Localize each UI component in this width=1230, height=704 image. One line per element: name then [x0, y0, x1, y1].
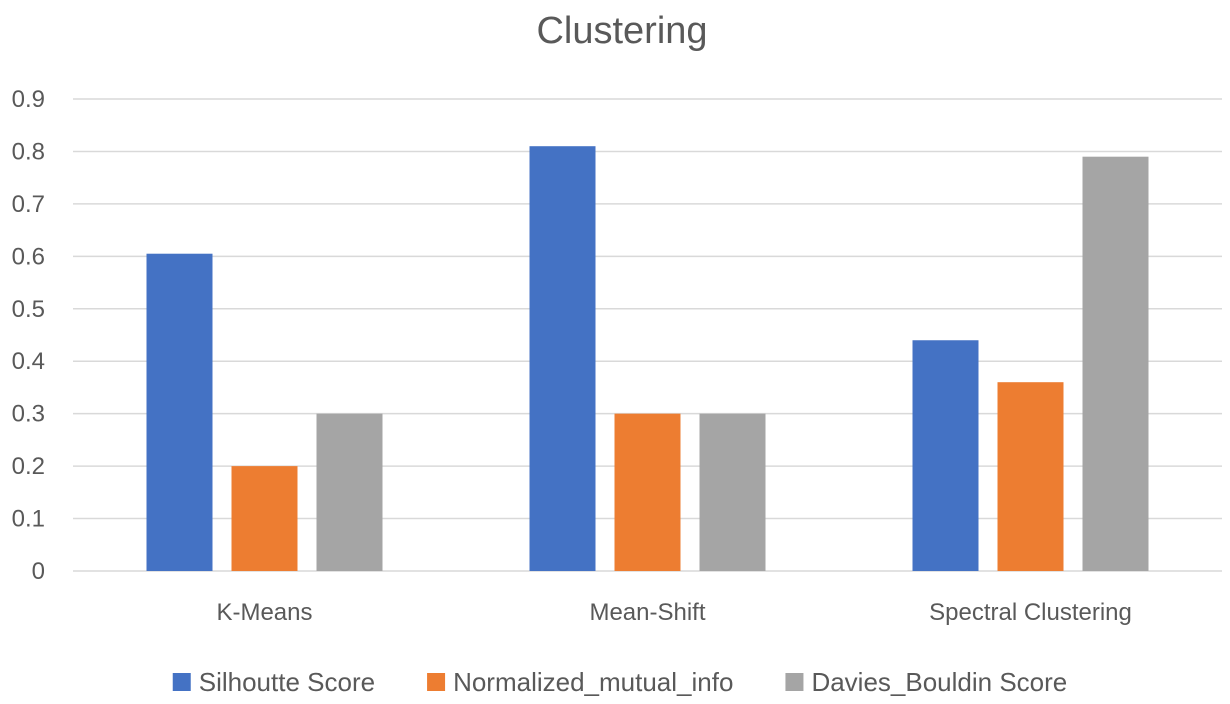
- bar-mean-shift-series-3: [699, 413, 766, 571]
- chart-title: Clustering: [536, 10, 707, 52]
- y-axis-tick-labels: 0 0.1 0.2 0.3 0.4 0.5 0.6 0.7 0.8 0.9: [12, 86, 45, 585]
- x-category-label: Mean-Shift: [589, 599, 705, 626]
- y-tick-label: 0.7: [12, 191, 45, 218]
- y-tick-label: 0.5: [12, 296, 45, 323]
- legend-swatch: [172, 673, 191, 691]
- legend-swatch: [785, 673, 804, 691]
- y-tick-label: 0: [32, 558, 45, 585]
- y-tick-label: 0.6: [12, 243, 45, 270]
- bars: [146, 146, 1149, 571]
- bar-mean-shift-series-1: [529, 146, 596, 571]
- bar-spectral-clustering-series-1: [912, 340, 979, 571]
- bar-k-means-series-2: [231, 466, 298, 571]
- bar-mean-shift-series-2: [614, 413, 681, 571]
- bar-k-means-series-1: [146, 253, 213, 571]
- y-tick-label: 0.1: [12, 506, 45, 533]
- y-tick-label: 0.3: [12, 401, 45, 428]
- legend-label: Davies_Bouldin Score: [811, 667, 1067, 697]
- bar-k-means-series-3: [316, 413, 383, 571]
- legend-label: Normalized_mutual_info: [453, 667, 733, 697]
- x-axis-category-labels: K-Means Mean-Shift Spectral Clustering: [216, 599, 1131, 626]
- legend: Silhoutte Score Normalized_mutual_info Dav…: [172, 667, 1067, 697]
- legend-item: Silhoutte Score: [172, 667, 375, 697]
- bar-spectral-clustering-series-2: [997, 382, 1064, 571]
- y-tick-label: 0.8: [12, 138, 45, 165]
- bar-spectral-clustering-series-3: [1082, 156, 1149, 571]
- legend-label: Silhoutte Score: [199, 667, 375, 697]
- x-category-label: Spectral Clustering: [929, 599, 1132, 626]
- legend-item: Davies_Bouldin Score: [785, 667, 1067, 697]
- legend-swatch: [427, 673, 446, 691]
- y-tick-label: 0.2: [12, 453, 45, 480]
- legend-item: Normalized_mutual_info: [427, 667, 733, 697]
- x-category-label: K-Means: [216, 599, 312, 626]
- y-tick-label: 0.4: [12, 348, 45, 375]
- y-tick-label: 0.9: [12, 86, 45, 113]
